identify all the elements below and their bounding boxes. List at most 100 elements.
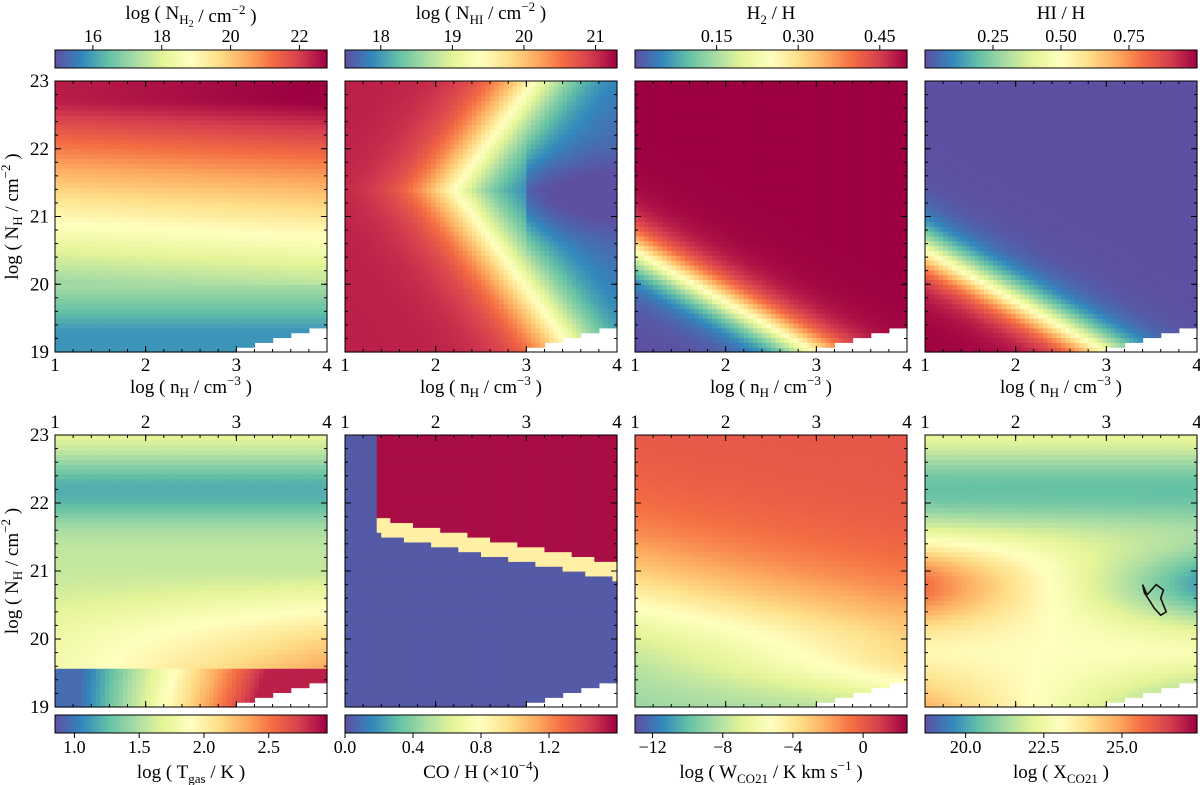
heatmap-cell (191, 279, 196, 284)
heatmap-cell (182, 236, 187, 241)
heatmap-cell (64, 299, 69, 304)
heatmap-cell (191, 110, 196, 115)
heatmap-cell (60, 294, 65, 299)
heatmap-cell (109, 299, 114, 304)
heatmap-cell (69, 86, 74, 91)
heatmap-cell (164, 96, 169, 101)
heatmap-cell (69, 260, 74, 265)
heatmap-cell (168, 250, 173, 255)
heatmap-cell (177, 260, 182, 265)
heatmap-cell (196, 265, 201, 270)
heatmap-cell (155, 275, 160, 280)
heatmap-cell (146, 100, 151, 105)
heatmap-cell (155, 158, 160, 163)
heatmap-cell (69, 96, 74, 101)
heatmap-cell (173, 178, 178, 183)
heatmap-cell (73, 125, 78, 130)
heatmap-cell (118, 270, 123, 275)
heatmap-cell (82, 134, 87, 139)
heatmap-cell (177, 333, 182, 338)
heatmap-cell (114, 212, 119, 217)
heatmap-cell (182, 270, 187, 275)
heatmap-cell (114, 308, 119, 313)
heatmap-cell (155, 217, 160, 222)
heatmap-cell (141, 120, 146, 125)
heatmap-cell (137, 105, 142, 110)
heatmap-cell (177, 202, 182, 207)
heatmap-cell (164, 226, 169, 231)
heatmap-cell (87, 154, 92, 159)
heatmap-cell (73, 105, 78, 110)
heatmap-cell (128, 217, 133, 222)
heatmap-cell (87, 192, 92, 197)
heatmap-cell (105, 231, 110, 236)
heatmap-cell (164, 110, 169, 115)
heatmap-cell (100, 236, 105, 241)
heatmap-cell (173, 342, 178, 347)
heatmap-cell (123, 265, 128, 270)
heatmap-cell (64, 226, 69, 231)
heatmap-cell (105, 275, 110, 280)
heatmap-cell (55, 250, 60, 255)
heatmap-cell (141, 110, 146, 115)
heatmap-cell (87, 86, 92, 91)
heatmap-cell (87, 91, 92, 96)
heatmap-cell (118, 226, 123, 231)
heatmap-cell (191, 270, 196, 275)
heatmap-cell (91, 250, 96, 255)
heatmap-cell (105, 173, 110, 178)
heatmap-cell (64, 139, 69, 144)
heatmap-cell (87, 129, 92, 134)
heatmap-cell (118, 333, 123, 338)
heatmap-cell (150, 270, 155, 275)
heatmap-cell (69, 212, 74, 217)
heatmap-cell (123, 246, 128, 251)
heatmap-cell (123, 217, 128, 222)
heatmap-cell (73, 265, 78, 270)
heatmap-cell (87, 120, 92, 125)
heatmap-cell (155, 168, 160, 173)
heatmap-cell (91, 275, 96, 280)
heatmap-cell (164, 323, 169, 328)
heatmap-cell (128, 318, 133, 323)
heatmap-cell (96, 149, 101, 154)
heatmap-cell (150, 129, 155, 134)
heatmap-cell (87, 115, 92, 120)
heatmap-cell (186, 120, 191, 125)
heatmap-cell (118, 323, 123, 328)
heatmap-cell (87, 279, 92, 284)
heatmap-cell (96, 81, 101, 86)
heatmap-cell (82, 105, 87, 110)
heatmap-cell (82, 289, 87, 294)
heatmap-cell (146, 120, 151, 125)
heatmap-cell (146, 168, 151, 173)
heatmap-cell (150, 333, 155, 338)
heatmap-cell (150, 105, 155, 110)
heatmap-cell (60, 236, 65, 241)
heatmap-cell (150, 100, 155, 105)
heatmap-cell (164, 304, 169, 309)
heatmap-cell (123, 241, 128, 246)
heatmap-cell (87, 221, 92, 226)
heatmap-cell (123, 158, 128, 163)
heatmap-cell (55, 265, 60, 270)
heatmap-cell (109, 323, 114, 328)
heatmap-cell (173, 304, 178, 309)
heatmap-cell (114, 91, 119, 96)
heatmap-cell (159, 100, 164, 105)
heatmap-cell (196, 299, 201, 304)
heatmap-cell (105, 246, 110, 251)
heatmap-cell (109, 187, 114, 192)
heatmap-cell (177, 115, 182, 120)
heatmap-cell (141, 284, 146, 289)
heatmap-cell (186, 221, 191, 226)
heatmap-cell (128, 149, 133, 154)
heatmap-cell (91, 260, 96, 265)
heatmap-cell (177, 279, 182, 284)
heatmap-cell (73, 115, 78, 120)
heatmap-cell (123, 192, 128, 197)
heatmap-cell (123, 110, 128, 115)
heatmap-cell (87, 96, 92, 101)
heatmap-cell (123, 178, 128, 183)
heatmap-cell (73, 289, 78, 294)
